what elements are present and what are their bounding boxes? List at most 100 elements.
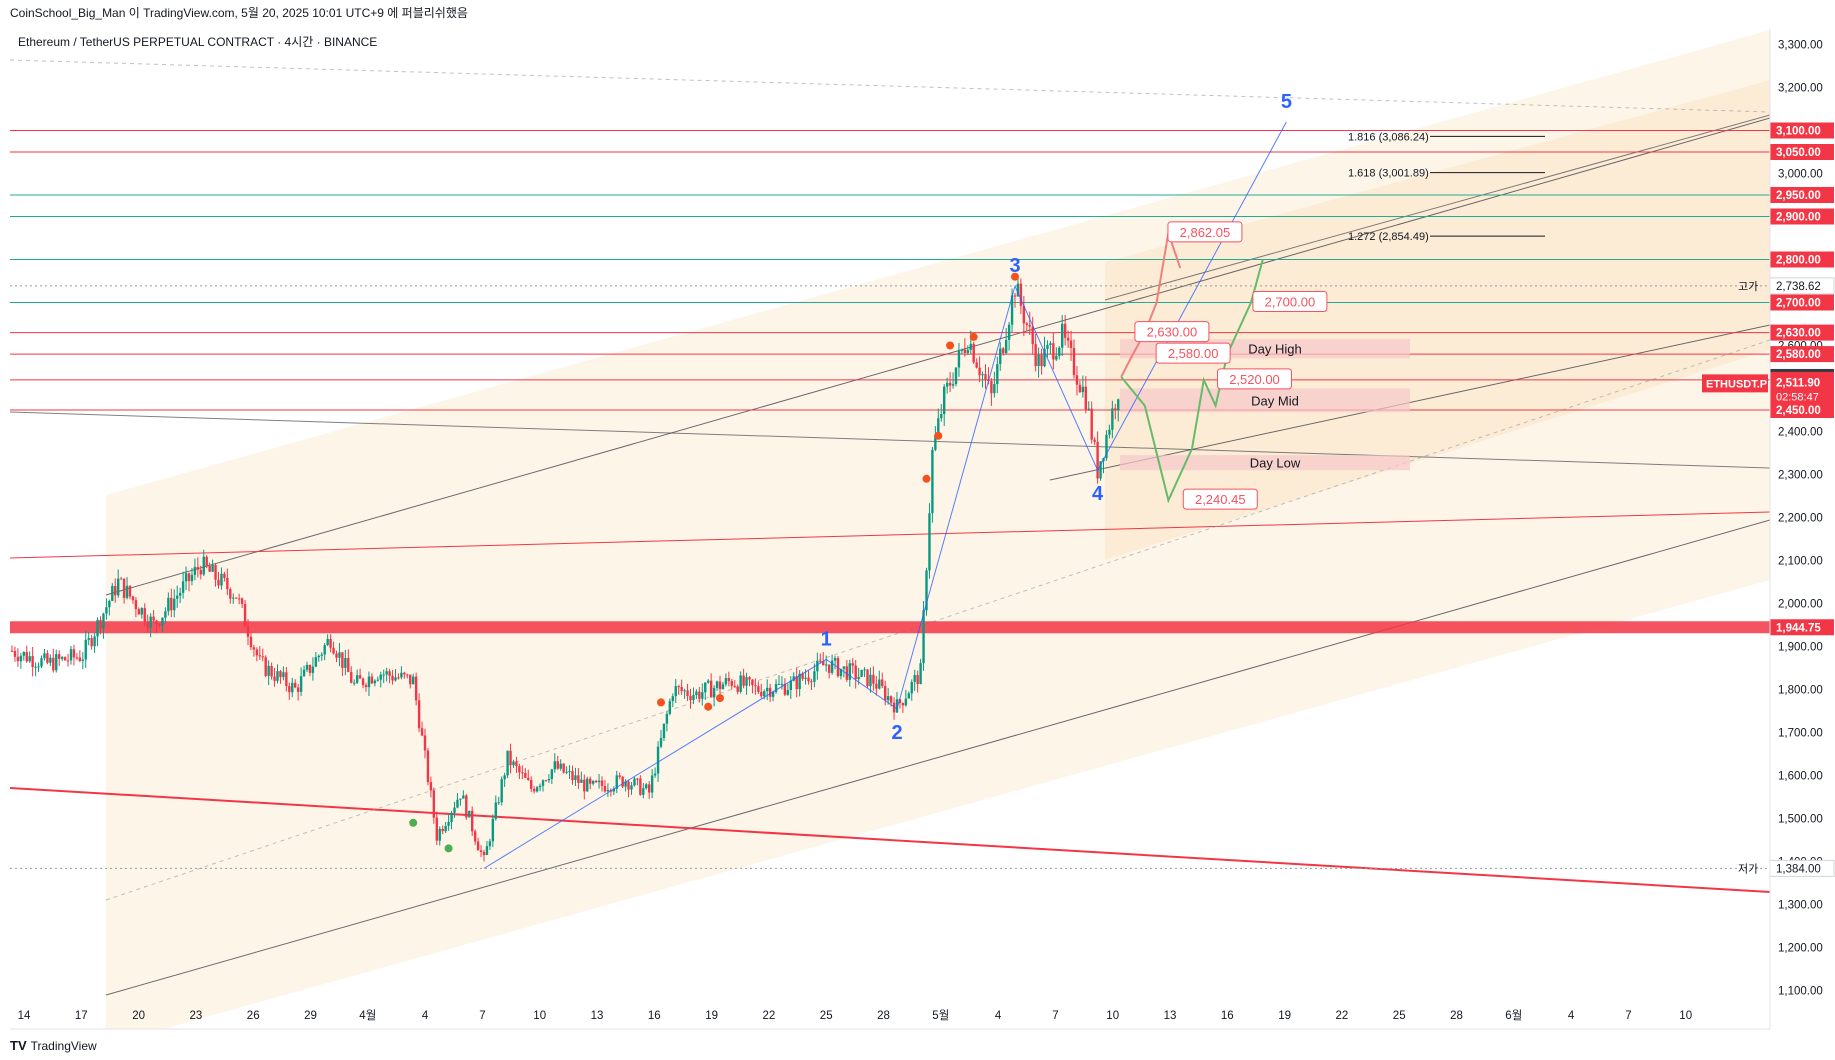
tradingview-logo[interactable]: TV TradingView bbox=[10, 1038, 97, 1053]
signal-dot-red bbox=[922, 474, 931, 483]
candle-body bbox=[414, 676, 418, 701]
candle-body bbox=[364, 685, 368, 688]
candle-countdown-label: 02:58:47 bbox=[1776, 391, 1819, 403]
publish-banner: CoinSchool_Big_Man 이 TradingView.com, 5월… bbox=[10, 6, 468, 20]
candle-body bbox=[367, 676, 371, 688]
candle-body bbox=[350, 672, 353, 683]
candle-body bbox=[291, 682, 294, 693]
candle-body bbox=[1117, 399, 1120, 411]
candle-body bbox=[25, 652, 28, 662]
candle-body bbox=[913, 675, 916, 682]
candle-body bbox=[639, 778, 642, 795]
candle-body bbox=[603, 785, 607, 792]
candle-body bbox=[34, 666, 37, 668]
fib-extension-label: 1.816 (3,086.24) bbox=[1348, 131, 1429, 143]
signal-dot-red bbox=[716, 694, 724, 703]
candle-body bbox=[854, 665, 857, 680]
candle-body bbox=[518, 766, 521, 773]
candle-body bbox=[851, 663, 854, 666]
candle-body bbox=[63, 657, 67, 661]
candle-body bbox=[143, 608, 146, 623]
candle-body bbox=[482, 851, 486, 856]
price-axis-tag: 2,800.00 bbox=[1770, 251, 1834, 268]
candle-body bbox=[1075, 375, 1079, 385]
candle-body bbox=[783, 683, 787, 695]
candle-body bbox=[937, 418, 940, 436]
signal-dot-green bbox=[409, 818, 418, 827]
candle-body bbox=[730, 681, 733, 686]
candle-body bbox=[757, 686, 760, 692]
price-axis-tag-label: 2,450.00 bbox=[1776, 405, 1821, 417]
candle-body bbox=[43, 653, 46, 659]
candle-body bbox=[323, 645, 326, 655]
candle-body bbox=[75, 657, 79, 659]
candle-body bbox=[945, 382, 949, 387]
candle-body bbox=[813, 671, 816, 682]
candle-body bbox=[258, 655, 261, 657]
descending-trendline bbox=[10, 411, 1770, 469]
candle-body bbox=[114, 585, 117, 596]
candle-body bbox=[521, 772, 524, 774]
candle-body bbox=[155, 620, 158, 625]
candle-body bbox=[586, 778, 589, 792]
price-tick-label: 3,300.00 bbox=[1778, 40, 1823, 52]
price-axis-tag-label: 3,050.00 bbox=[1776, 147, 1821, 159]
candle-body bbox=[786, 690, 790, 695]
candle-body bbox=[948, 382, 952, 386]
price-axis-tag-label: 2,580.00 bbox=[1776, 349, 1821, 361]
candle-body bbox=[66, 660, 70, 662]
candle-body bbox=[426, 750, 430, 783]
candle-body bbox=[1063, 323, 1067, 338]
candle-body bbox=[742, 675, 745, 686]
candle-body bbox=[305, 664, 309, 670]
candle-body bbox=[382, 674, 385, 676]
candle-body bbox=[1096, 441, 1099, 479]
candle-body bbox=[267, 665, 270, 676]
candle-body bbox=[621, 776, 624, 787]
candle-body bbox=[329, 639, 332, 648]
candle-body bbox=[648, 784, 651, 793]
candle-body bbox=[128, 585, 132, 597]
candle-body bbox=[447, 821, 450, 826]
plot-area: Day High Day Mid Day Low 1.816 (3,086.24) 1.… bbox=[10, 30, 1770, 1029]
candle-body bbox=[376, 679, 379, 681]
candle-body bbox=[211, 565, 214, 572]
day-zone-label: Day Mid bbox=[1251, 393, 1299, 408]
candle-body bbox=[503, 775, 506, 780]
price-axis-tag-box bbox=[1770, 187, 1834, 203]
time-tick-label: 29 bbox=[304, 1010, 317, 1022]
candle-body bbox=[653, 773, 657, 776]
time-tick-label: 7 bbox=[1052, 1010, 1058, 1022]
candle-body bbox=[898, 699, 902, 704]
projection-tag: 2,520.00 bbox=[1217, 368, 1292, 390]
channel-lower-line bbox=[105, 519, 1770, 996]
candle-body bbox=[972, 343, 975, 363]
candle-body bbox=[1002, 348, 1005, 354]
candle-body bbox=[804, 677, 807, 679]
candle-body bbox=[839, 668, 843, 677]
candle-body bbox=[984, 374, 987, 380]
price-axis-tag: 1,944.75 bbox=[1770, 619, 1834, 636]
day-zone-rect bbox=[1120, 388, 1410, 413]
candle-body bbox=[530, 779, 533, 789]
candle-body bbox=[686, 690, 689, 697]
candle-body bbox=[353, 682, 356, 684]
candle-body bbox=[727, 678, 731, 682]
candle-body bbox=[869, 674, 872, 687]
time-tick-label: 5월 bbox=[932, 1009, 949, 1022]
candle-body bbox=[1093, 439, 1096, 442]
candle-body bbox=[285, 672, 288, 687]
candle-body bbox=[863, 669, 866, 671]
candle-body bbox=[282, 672, 285, 678]
time-tick-label: 28 bbox=[877, 1010, 890, 1022]
price-axis-tag-label: 2,630.00 bbox=[1776, 328, 1821, 340]
candle-body bbox=[500, 779, 503, 803]
price-axis[interactable]: 1,100.001,200.001,300.001,400.001,500.00… bbox=[1702, 40, 1835, 998]
candle-body bbox=[577, 775, 580, 783]
candle-body bbox=[181, 581, 185, 593]
projection-tag: 2,700.00 bbox=[1252, 291, 1328, 312]
candle-body bbox=[81, 659, 84, 661]
candle-body bbox=[842, 666, 846, 669]
time-axis[interactable]: 14 17 20 23 26 29 4월 4 7 10 13 16 19 22 25 28 5월 4 7 10 13 16… bbox=[18, 1009, 1692, 1022]
